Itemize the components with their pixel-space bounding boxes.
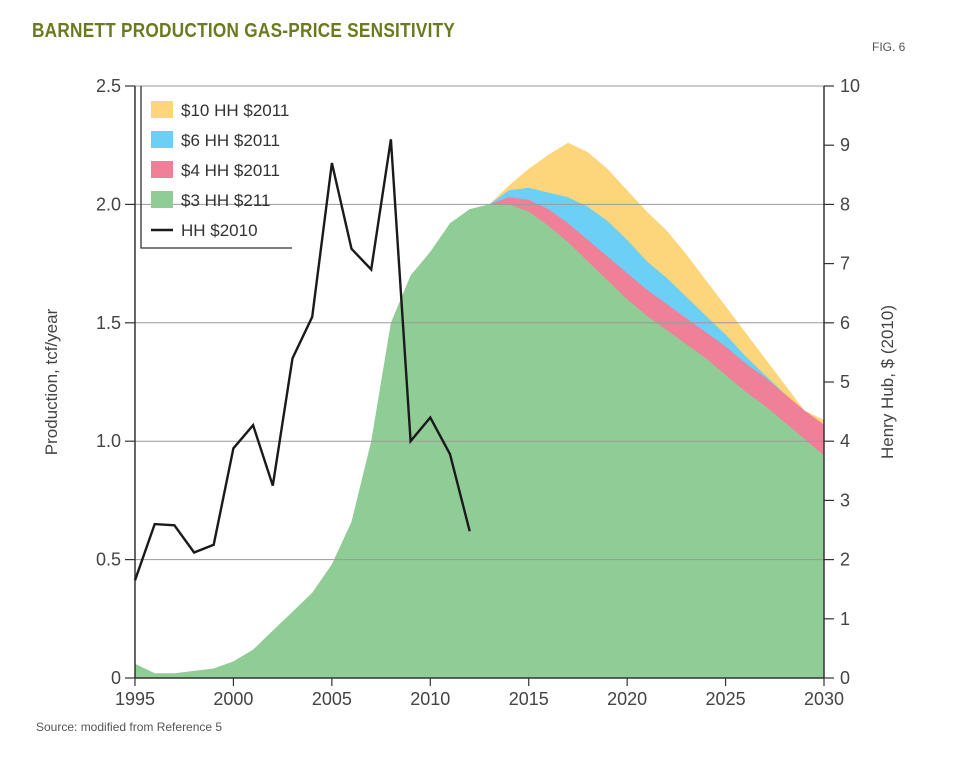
legend-label: $4 HH $2011 (181, 161, 280, 180)
y-tick-label: 0.5 (96, 550, 121, 570)
y-tick-label: 1.5 (96, 313, 121, 333)
figure-label: FIG. 6 (872, 40, 906, 54)
y2-tick-label: 8 (840, 194, 850, 214)
y2-tick-label: 0 (840, 668, 850, 688)
y-tick-label: 2.5 (96, 76, 121, 96)
x-tick-label: 2005 (312, 689, 352, 709)
y-tick-label: 1.0 (96, 431, 121, 451)
y2-tick-label: 9 (840, 135, 850, 155)
legend-label: $6 HH $2011 (181, 131, 280, 150)
y2-tick-label: 7 (840, 254, 850, 274)
y-tick-label: 0 (111, 668, 121, 688)
legend-swatch (151, 101, 173, 118)
legend-swatch (151, 131, 173, 148)
y2-tick-label: 6 (840, 313, 850, 333)
y2-tick-label: 1 (840, 609, 850, 629)
x-tick-label: 2010 (410, 689, 450, 709)
y-axis-label: Production, tcf/year (42, 308, 61, 455)
y2-tick-label: 4 (840, 431, 850, 451)
x-tick-label: 1995 (115, 689, 155, 709)
gridlines (135, 85, 824, 561)
legend-frame (140, 86, 292, 249)
y2-tick-label: 10 (840, 76, 860, 96)
chart-title: BARNETT PRODUCTION GAS-PRICE SENSITIVITY (32, 20, 456, 42)
henry-hub-line (133, 139, 471, 581)
x-tick-label: 2030 (804, 689, 844, 709)
y2-tick-label: 3 (840, 490, 850, 510)
legend: $10 HH $2011 $6 HH $2011 $4 HH $2011 $3 HH … (140, 86, 292, 249)
y-tick-label: 2.0 (96, 194, 121, 214)
source-note: Source: modified from Reference 5 (36, 720, 223, 734)
x-tick-label: 2000 (213, 689, 253, 709)
y2-tick-label: 5 (840, 372, 850, 392)
legend-label: $10 HH $2011 (181, 101, 289, 120)
henry-hub-line-layer (133, 139, 471, 581)
axes: 0 0.5 1.0 1.5 2.0 2.5 0 1 2 3 4 5 6 7 8 9 10 1995 2000 2005… (96, 76, 860, 709)
x-tick-label: 2025 (706, 689, 746, 709)
legend-label: $3 HH $211 (181, 191, 270, 210)
legend-swatch (151, 161, 173, 178)
y2-axis-label: Henry Hub, $ (2010) (878, 305, 897, 459)
x-tick-label: 2020 (607, 689, 647, 709)
legend-swatch (151, 191, 173, 208)
legend-label: HH $2010 (181, 221, 258, 240)
y2-tick-label: 2 (840, 550, 850, 570)
x-tick-label: 2015 (509, 689, 549, 709)
